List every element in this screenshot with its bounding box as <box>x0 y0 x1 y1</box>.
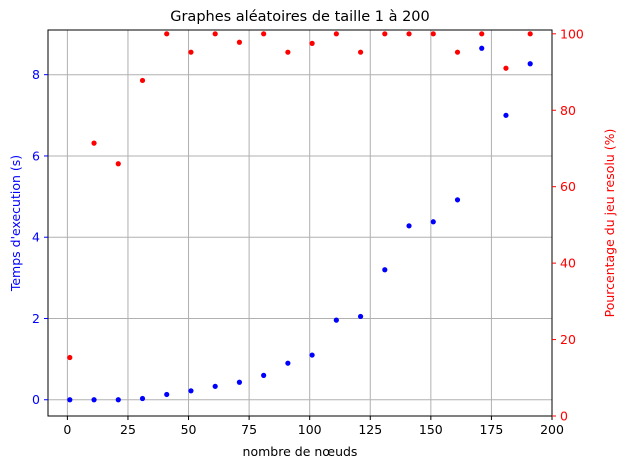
y-right-tick-label: 0 <box>560 409 568 424</box>
y-axis-left-label: Temps d'execution (s) <box>8 155 23 292</box>
chart-title: Graphes aléatoires de taille 1 à 200 <box>170 9 430 25</box>
y-left-tick-label: 6 <box>32 148 40 163</box>
blue-data-point <box>212 383 218 389</box>
blue-data-point <box>406 223 412 229</box>
y-right-tick-label: 40 <box>560 256 576 271</box>
blue-data-point <box>188 388 194 394</box>
x-tick-label: 200 <box>540 422 564 437</box>
red-data-point <box>212 31 218 37</box>
y-right-tick-label: 100 <box>560 26 584 41</box>
y-axis-right-label: Pourcentage du jeu resolu (%) <box>602 129 617 318</box>
x-axis-label: nombre de nœuds <box>243 444 358 459</box>
y-right-tick-label: 80 <box>560 103 576 118</box>
red-data-point <box>188 49 194 55</box>
y-left-tick-label: 0 <box>32 392 40 407</box>
blue-data-point <box>67 397 73 403</box>
y-left-tick-label: 8 <box>32 67 40 82</box>
red-data-point <box>67 354 73 361</box>
blue-data-point <box>285 360 291 366</box>
x-tick-label: 25 <box>120 422 136 437</box>
red-data-point <box>139 77 146 84</box>
blue-data-point <box>430 219 436 225</box>
y-right-tick-label: 20 <box>560 332 576 347</box>
x-tick-label: 50 <box>181 422 197 437</box>
blue-data-point <box>309 352 315 358</box>
red-data-point <box>454 49 461 55</box>
x-tick-label: 0 <box>63 422 71 437</box>
red-data-point <box>527 31 533 37</box>
red-data-point <box>333 31 339 37</box>
y-left-tick-label: 2 <box>32 311 40 326</box>
blue-data-point <box>479 45 485 51</box>
red-data-point <box>91 140 97 146</box>
red-data-point <box>479 31 485 37</box>
blue-data-point <box>261 372 267 378</box>
blue-data-point <box>527 61 533 67</box>
red-data-point <box>503 65 509 71</box>
red-data-point <box>430 31 436 37</box>
red-data-point <box>236 39 243 45</box>
plot-area <box>47 29 553 417</box>
blue-data-point <box>382 267 388 273</box>
x-tick-label: 75 <box>241 422 257 437</box>
red-data-point <box>115 161 121 167</box>
red-data-point <box>357 49 364 55</box>
x-tick-label: 125 <box>358 422 382 437</box>
red-data-point <box>382 31 388 37</box>
red-data-point <box>261 31 267 37</box>
y-right-tick-label: 60 <box>560 179 576 194</box>
x-tick-label: 150 <box>419 422 443 437</box>
data-points <box>67 31 533 403</box>
red-data-point <box>285 49 291 55</box>
blue-data-point <box>115 397 121 403</box>
blue-data-point <box>91 397 97 403</box>
blue-data-point <box>357 313 364 320</box>
y-left-tick-label: 4 <box>32 230 40 245</box>
blue-data-point <box>333 317 339 323</box>
blue-data-point <box>139 395 146 402</box>
blue-data-point <box>503 112 509 118</box>
blue-data-point <box>236 379 243 385</box>
x-tick-label: 175 <box>479 422 503 437</box>
blue-data-point <box>454 197 461 203</box>
blue-data-point <box>164 391 170 398</box>
red-data-point <box>164 31 170 37</box>
red-data-point <box>406 31 412 37</box>
red-data-point <box>309 40 315 46</box>
x-tick-label: 100 <box>298 422 322 437</box>
